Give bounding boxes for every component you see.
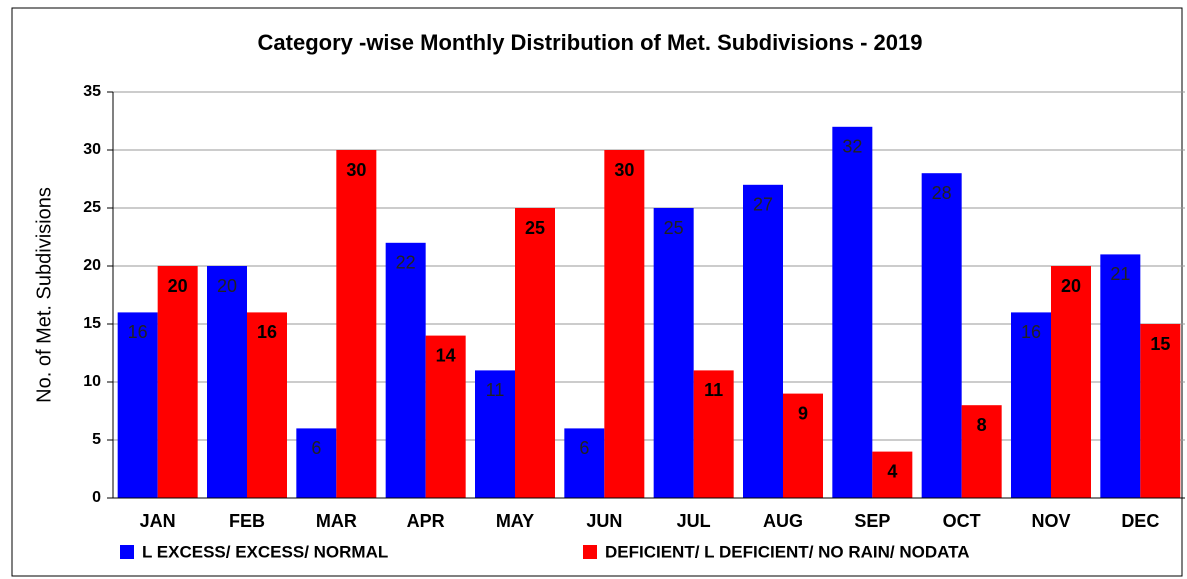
- data-label: 6: [311, 438, 321, 458]
- bar: [515, 208, 555, 498]
- bar: [564, 428, 605, 498]
- data-label: 22: [396, 253, 416, 273]
- data-label: 14: [436, 345, 456, 365]
- data-label: 32: [842, 137, 862, 157]
- bar: [1011, 312, 1051, 498]
- data-label: 11: [486, 380, 505, 400]
- data-label: 16: [257, 322, 277, 342]
- data-label: 16: [1021, 322, 1041, 342]
- legend-swatch: [120, 545, 134, 559]
- bar: [832, 126, 873, 499]
- bar: [1140, 324, 1181, 498]
- chart-title: Category -wise Monthly Distribution of M…: [257, 30, 923, 55]
- x-tick-label: FEB: [229, 511, 265, 531]
- legend-label: L EXCESS/ EXCESS/ NORMAL: [142, 542, 388, 561]
- x-tick-label: NOV: [1031, 511, 1070, 531]
- data-label: 25: [664, 218, 684, 238]
- x-tick-label: MAR: [316, 511, 357, 531]
- bar: [961, 405, 1002, 498]
- legend-swatch: [583, 545, 597, 559]
- y-axis-label: No. of Met. Subdivisions: [33, 187, 55, 403]
- x-tick-label: APR: [407, 511, 445, 531]
- data-label: 20: [217, 276, 237, 296]
- data-label: 21: [1110, 264, 1130, 284]
- x-tick-label: DEC: [1121, 511, 1159, 531]
- x-tick-label: JAN: [140, 511, 176, 531]
- bar: [693, 370, 734, 498]
- y-tick-label: 10: [83, 373, 101, 390]
- data-label: 25: [525, 218, 545, 238]
- x-tick-label: JUN: [586, 511, 622, 531]
- bar: [296, 428, 337, 498]
- data-label: 6: [579, 438, 589, 458]
- data-label: 15: [1150, 334, 1170, 354]
- data-label: 4: [887, 461, 897, 481]
- data-label: 30: [614, 160, 634, 180]
- y-tick-label: 25: [83, 199, 101, 216]
- bar: [207, 266, 247, 498]
- bar: [385, 242, 426, 498]
- bar: [117, 312, 158, 498]
- bar: [475, 370, 515, 498]
- bar: [783, 393, 823, 498]
- data-label: 28: [932, 183, 952, 203]
- data-label: 9: [798, 403, 808, 423]
- bar: [604, 150, 645, 498]
- data-label: 27: [753, 195, 773, 215]
- data-label: 11: [704, 380, 723, 400]
- x-tick-label: JUL: [677, 511, 711, 531]
- data-label: 20: [1061, 276, 1081, 296]
- x-tick-label: MAY: [496, 511, 534, 531]
- bar: [921, 173, 962, 498]
- y-tick-label: 0: [92, 489, 101, 506]
- y-tick-label: 20: [83, 257, 101, 274]
- x-tick-label: SEP: [854, 511, 890, 531]
- y-tick-label: 15: [83, 315, 101, 332]
- y-tick-label: 30: [83, 141, 101, 158]
- bar: [336, 150, 377, 498]
- bar: [247, 312, 287, 498]
- bar: [425, 335, 466, 498]
- bar: [1051, 266, 1091, 498]
- y-tick-label: 5: [92, 431, 101, 448]
- data-label: 30: [346, 160, 366, 180]
- y-tick-label: 35: [83, 83, 101, 100]
- frame: [11, 7, 1183, 577]
- data-label: 8: [977, 415, 987, 435]
- data-label: 16: [128, 322, 148, 342]
- x-tick-label: AUG: [763, 511, 803, 531]
- legend-label: DEFICIENT/ L DEFICIENT/ NO RAIN/ NODATA: [605, 542, 970, 561]
- bar: [743, 184, 783, 499]
- bar: [653, 208, 694, 498]
- x-tick-label: OCT: [943, 511, 981, 531]
- bar: [872, 451, 913, 498]
- data-label: 20: [168, 276, 188, 296]
- bar: [1100, 254, 1141, 498]
- bar: [157, 266, 198, 498]
